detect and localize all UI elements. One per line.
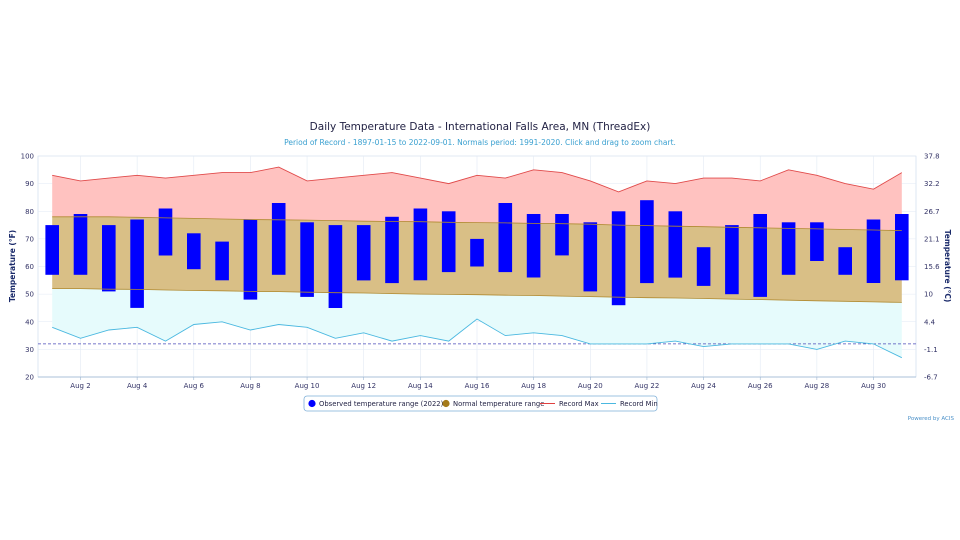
legend-label-record-max: Record Max	[559, 400, 599, 408]
record-min-line	[52, 318, 902, 359]
legend-swatch-normal	[442, 399, 450, 408]
observed-bar	[470, 238, 484, 267]
observed-bar	[725, 225, 739, 295]
legend-label-record-min: Record Min	[620, 400, 658, 408]
y-axis-title-left: Temperature (°F)	[8, 230, 17, 302]
observed-bar	[866, 219, 881, 283]
observed-bar	[640, 200, 654, 284]
observed-bar	[158, 208, 173, 256]
y-tick-label-right: 21.1	[924, 235, 940, 243]
x-tick-label: Aug 16	[465, 382, 490, 390]
x-tick-label: Aug 28	[804, 382, 829, 390]
observed-bar	[385, 216, 399, 284]
observed-bar	[555, 214, 569, 256]
y-tick-label-left: 50	[25, 291, 34, 299]
observed-bar	[130, 219, 144, 308]
observed-bar	[810, 222, 824, 261]
chart-legend: Observed temperature range (2022) Normal…	[303, 395, 658, 412]
observed-bar	[583, 222, 598, 292]
observed-bar	[498, 203, 513, 273]
x-tick-label: Aug 14	[408, 382, 433, 390]
legend-item-normal[interactable]: Normal temperature range	[442, 399, 544, 408]
legend-item-observed[interactable]: Observed temperature range (2022)	[308, 399, 444, 408]
y-tick-label-left: 100	[21, 153, 34, 161]
observed-bar	[441, 211, 456, 273]
legend-item-record-max[interactable]: Record Max	[540, 400, 599, 408]
observed-bar	[696, 247, 711, 286]
x-tick-label: Aug 18	[521, 382, 546, 390]
observed-bar	[300, 222, 314, 297]
x-tick-label: Aug 8	[240, 382, 260, 390]
y-tick-label-right: 15.6	[924, 263, 940, 271]
observed-bar	[668, 211, 683, 278]
y-tick-label-right: 37.8	[924, 153, 940, 161]
y-tick-label-left: 90	[25, 180, 34, 188]
legend-label-normal: Normal temperature range	[453, 400, 544, 408]
y-tick-label-left: 20	[25, 374, 34, 382]
y-tick-label-right: 32.2	[924, 180, 940, 188]
below-normal-band	[52, 288, 902, 358]
x-tick-label: Aug 26	[748, 382, 773, 390]
observed-bar	[356, 225, 371, 281]
observed-bar	[73, 214, 88, 275]
x-tick-label: Aug 30	[861, 382, 886, 390]
y-tick-label-left: 40	[25, 318, 34, 326]
observed-bars	[45, 200, 909, 308]
chart-credits[interactable]: Powered by ACIS	[908, 416, 955, 422]
y-tick-label-right: -6.7	[924, 374, 938, 382]
chart-subtitle: Period of Record - 1897-01-15 to 2022-09…	[284, 138, 676, 147]
x-tick-label: Aug 4	[127, 382, 148, 390]
y-tick-label-left: 80	[25, 208, 34, 216]
observed-bar	[271, 203, 286, 275]
legend-label-observed: Observed temperature range (2022)	[319, 400, 444, 408]
x-tick-label: Aug 22	[635, 382, 660, 390]
x-tick-label: Aug 10	[295, 382, 320, 390]
record-max-line	[52, 166, 903, 193]
x-tick-label: Aug 24	[691, 382, 716, 390]
axes: 20 30 40 50 60 70 80 90 100 -6.7 -1.1 4.4 10 15.6 21.1…	[21, 153, 941, 391]
observed-bar	[102, 225, 116, 292]
x-tick-label: Aug 6	[184, 382, 205, 390]
observed-bar	[611, 211, 626, 306]
chart-title: Daily Temperature Data - International F…	[310, 121, 651, 133]
record-lines	[38, 166, 916, 359]
observed-bar	[781, 222, 796, 275]
x-tick-label: Aug 12	[351, 382, 376, 390]
y-tick-label-right: 4.4	[924, 318, 936, 326]
observed-bar	[413, 208, 428, 281]
y-tick-label-left: 60	[25, 263, 34, 271]
y-tick-label-left: 70	[25, 235, 34, 243]
x-tick-label: Aug 20	[578, 382, 603, 390]
normal-max-line	[52, 216, 902, 231]
y-tick-label-right: 10	[924, 291, 933, 299]
normal-min-line	[52, 288, 902, 303]
y-tick-label-right: 26.7	[924, 208, 940, 216]
legend-box	[303, 395, 658, 412]
observed-bar	[215, 241, 229, 281]
legend-swatch-observed	[308, 399, 316, 408]
y-tick-label-left: 30	[25, 346, 34, 354]
observed-bar	[526, 214, 541, 278]
observed-bar	[328, 225, 343, 308]
legend-item-record-min[interactable]: Record Min	[601, 400, 658, 408]
above-normal-band	[52, 167, 902, 231]
observed-bar	[45, 225, 59, 275]
observed-bar	[187, 233, 201, 270]
observed-bar	[838, 247, 852, 275]
y-axis-title-right: Temperature (°C)	[943, 230, 952, 303]
observed-bar	[895, 214, 909, 281]
x-tick-label: Aug 2	[70, 382, 90, 390]
y-tick-label-right: -1.1	[924, 346, 938, 354]
observed-bar	[243, 219, 258, 300]
observed-bar	[753, 214, 767, 297]
